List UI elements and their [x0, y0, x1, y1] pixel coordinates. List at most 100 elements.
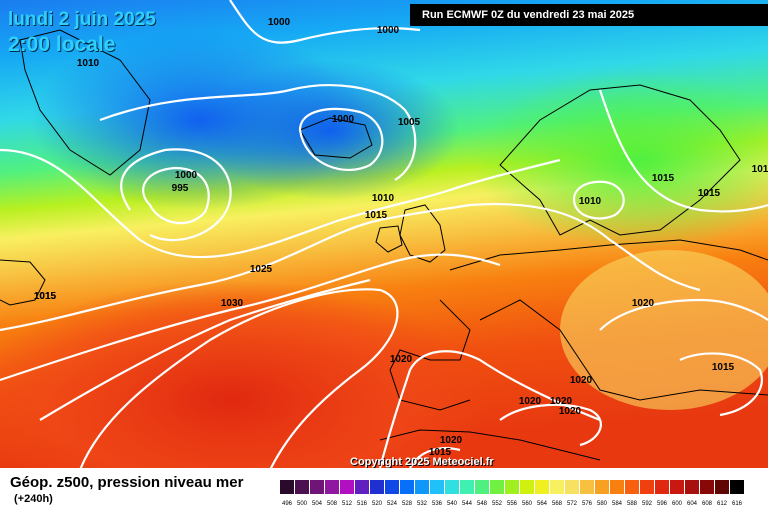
legend-value: 560	[522, 501, 533, 507]
legend-swatch	[370, 480, 384, 494]
isobar-1000-iceland	[298, 107, 384, 172]
scandinavia-coast	[499, 84, 741, 236]
isobar-1020-iberia	[378, 350, 601, 468]
legend-swatch	[580, 480, 594, 494]
legend-swatch	[505, 480, 519, 494]
legend-value: 512	[342, 501, 353, 507]
isobar-1015-east	[679, 352, 763, 417]
legend-swatch	[670, 480, 684, 494]
isobar-label: 1030	[221, 298, 244, 309]
legend-value: 584	[612, 501, 623, 507]
copyright-notice: Copyright 2025 Meteociel.fr	[350, 456, 494, 468]
isobar-label: 1000	[268, 17, 291, 28]
geopotential-map: 1000 1000 1010 1000 1005 1000 995 1010 1015 1010 1…	[0, 0, 768, 468]
legend-swatch	[400, 480, 414, 494]
legend-value: 604	[687, 501, 698, 507]
isobar-1015-scand	[598, 89, 768, 213]
isobar-label: 1000	[175, 170, 198, 181]
legend-swatch	[700, 480, 714, 494]
isobar-label: 1015	[34, 291, 57, 302]
legend-value: 592	[642, 501, 653, 507]
isobar-label: 1020	[550, 396, 573, 407]
legend-swatch	[310, 480, 324, 494]
iceland-coast	[299, 117, 373, 159]
legend-swatch	[295, 480, 309, 494]
legend-value: 540	[447, 501, 458, 507]
coastlines	[0, 29, 768, 461]
isobar-label: 1020	[632, 298, 655, 309]
legend-value: 616	[732, 501, 743, 507]
isobar-label: 995	[172, 183, 189, 194]
isobar-label: 1020	[519, 396, 542, 407]
isobar-1020-balkan	[599, 298, 768, 331]
legend-value: 588	[627, 501, 638, 507]
legend-value: 608	[702, 501, 713, 507]
legend-value: 564	[537, 501, 548, 507]
legend-swatch	[685, 480, 699, 494]
legend-swatch	[325, 480, 339, 494]
isobar-labels: 1000 1000 1010 1000 1005 1000 995 1010 1015 1010 1…	[34, 17, 768, 458]
africa-coast	[379, 429, 601, 461]
legend-swatch	[415, 480, 429, 494]
map-title: Géop. z500, pression niveau mer	[10, 474, 244, 491]
legend-value: 528	[402, 501, 413, 507]
forecast-time: 2:00 locale	[8, 33, 116, 56]
isobar-label: 1015	[365, 210, 388, 221]
isobar-label: 1025	[250, 264, 273, 275]
legend-swatch	[280, 480, 294, 494]
legend-swatch	[595, 480, 609, 494]
legend-swatch	[640, 480, 654, 494]
legend-swatch	[655, 480, 669, 494]
forecast-date: lundi 2 juin 2025	[8, 9, 156, 30]
labrador-coast	[0, 259, 46, 306]
isobar-1020-med	[499, 403, 602, 447]
forecast-step: (+240h)	[14, 493, 53, 505]
isobar-label: 101	[752, 164, 768, 175]
legend-swatches: 496 500 504 508 512 516 520 524 528 532 536 540 544 5…	[280, 480, 744, 507]
legend-swatch	[445, 480, 459, 494]
isobar-1015-europe	[469, 202, 701, 292]
legend-swatch	[550, 480, 564, 494]
legend-swatch	[385, 480, 399, 494]
isobar-label: 1000	[332, 114, 355, 125]
legend-value: 556	[507, 501, 518, 507]
legend-value: 544	[462, 501, 473, 507]
isobar-label: 1015	[34, 291, 57, 302]
isobar-1005	[99, 84, 417, 181]
legend-swatch	[715, 480, 729, 494]
greenland-coast	[19, 29, 151, 176]
isobar-995	[142, 166, 210, 225]
legend-value: 580	[597, 501, 608, 507]
isobar-label: 1020	[570, 375, 593, 386]
legend-value: 500	[297, 501, 308, 507]
legend-value: 600	[672, 501, 683, 507]
isobar-1000-north	[229, 0, 421, 44]
legend-value: 532	[417, 501, 428, 507]
legend-value: 568	[552, 501, 563, 507]
isobar-label: 1000	[377, 25, 400, 36]
legend-value: 504	[312, 501, 323, 507]
isobar-1010-scand	[572, 180, 625, 220]
legend-swatch	[340, 480, 354, 494]
britain-coast	[399, 204, 446, 263]
legend-value: 552	[492, 501, 503, 507]
isobar-1030	[79, 288, 399, 468]
legend-swatch	[430, 480, 444, 494]
legend-value: 496	[282, 501, 293, 507]
isobar-label: 1010	[77, 58, 100, 69]
legend-swatch	[610, 480, 624, 494]
isobar-1000-low2	[120, 148, 232, 242]
legend-value: 524	[387, 501, 398, 507]
model-run-banner: Run ECMWF 0Z du vendredi 23 mai 2025	[410, 4, 768, 26]
balkan-ridge	[560, 250, 768, 410]
legend-value: 576	[582, 501, 593, 507]
isobar-label: 1015	[698, 188, 721, 199]
legend-swatch	[355, 480, 369, 494]
legend-value: 536	[432, 501, 443, 507]
color-legend: 496 500 504 508 512 516 520 524 528 532 536 540 544 5…	[280, 480, 744, 507]
legend-value: 572	[567, 501, 578, 507]
atlantic-ridge	[0, 280, 490, 468]
legend-swatch	[565, 480, 579, 494]
isobar-label: 1015	[429, 447, 452, 458]
